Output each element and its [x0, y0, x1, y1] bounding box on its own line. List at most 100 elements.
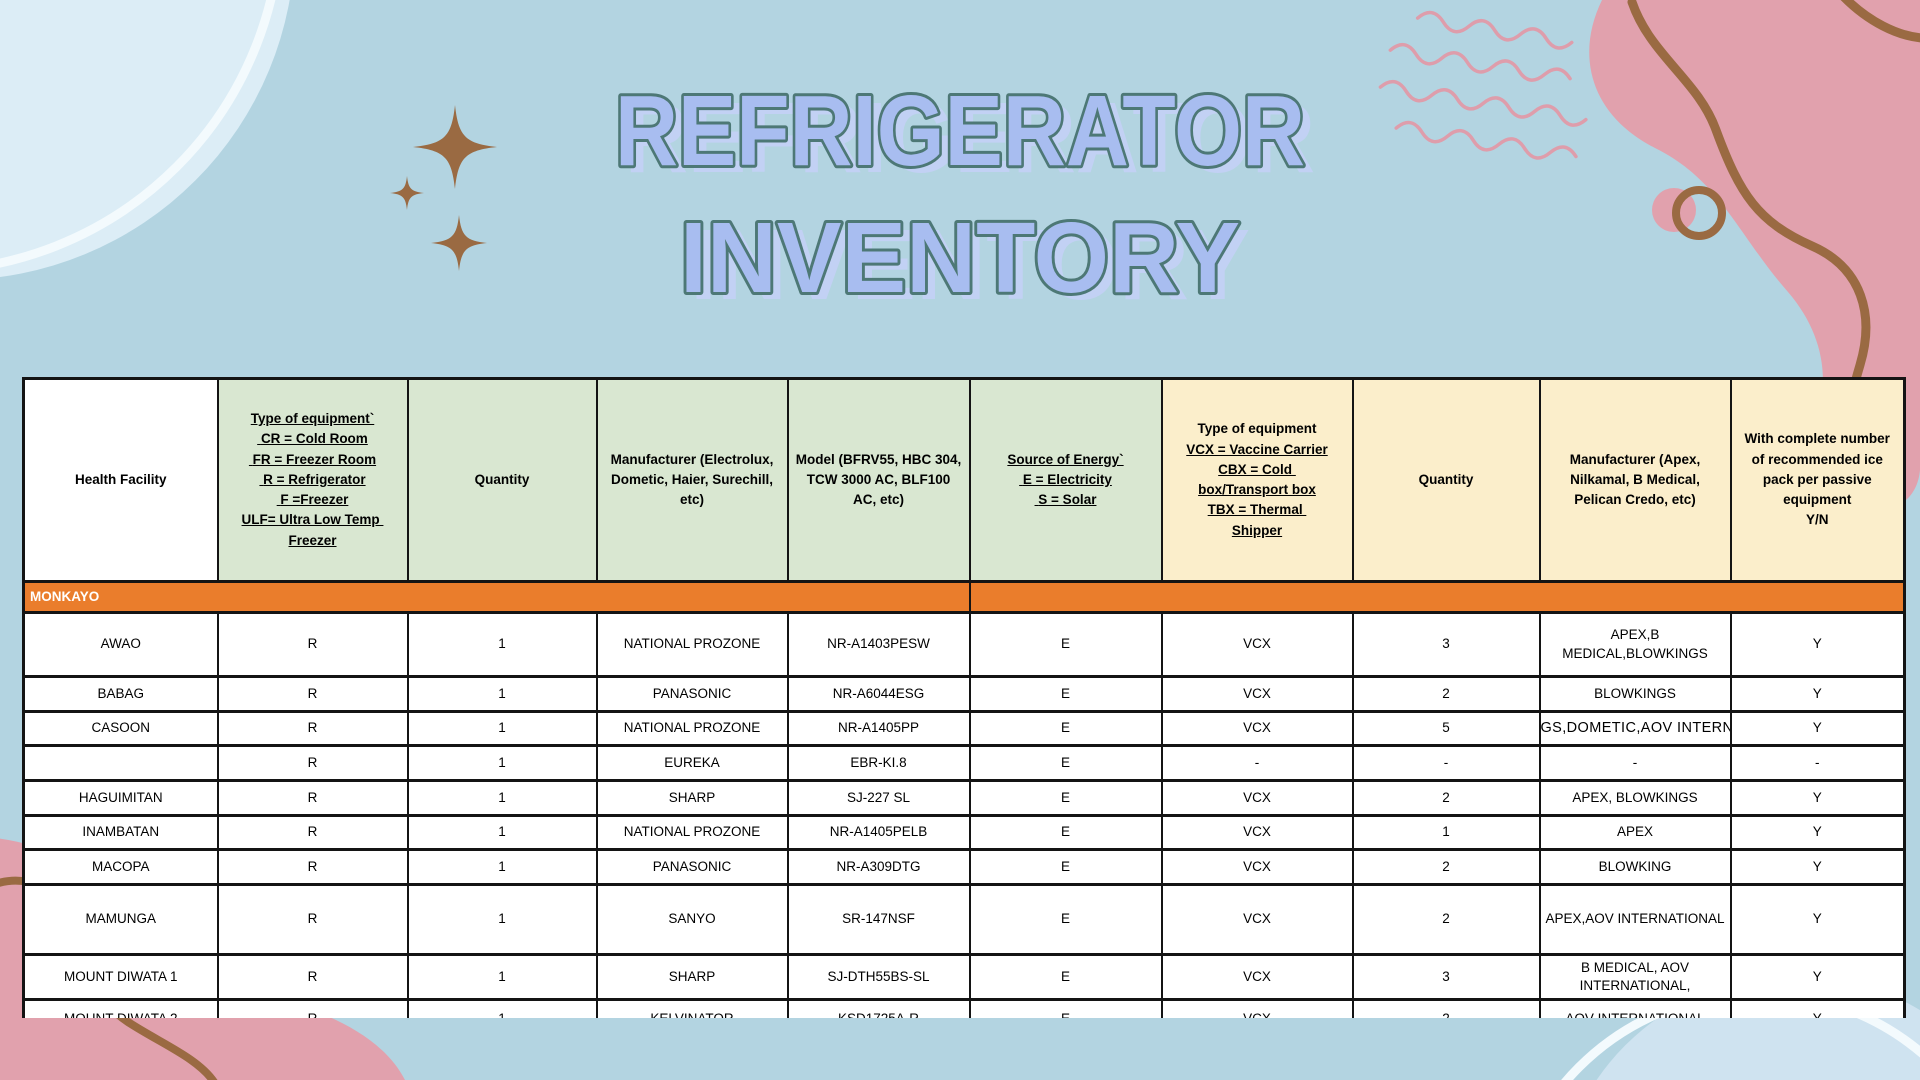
facility-cell[interactable]: MAMUNGA — [22, 883, 219, 956]
data-cell[interactable]: 1 — [406, 611, 598, 678]
data-cell[interactable]: R — [216, 779, 409, 817]
facility-cell[interactable]: MOUNT DIWATA 1 — [22, 953, 219, 1001]
data-cell[interactable]: R — [216, 611, 409, 678]
col-header-2[interactable]: Type of equipment` CR = Cold Room FR = F… — [216, 377, 409, 583]
col-header-10[interactable]: With complete number of recommended ice … — [1729, 377, 1906, 583]
facility-cell[interactable]: MOUNT DIWATA 2 — [22, 998, 219, 1018]
data-cell[interactable]: 1 — [406, 953, 598, 1001]
data-cell[interactable]: VCX — [1160, 779, 1354, 817]
data-cell[interactable]: E — [968, 779, 1163, 817]
data-cell[interactable]: Y — [1729, 848, 1906, 886]
data-cell[interactable]: PANASONIC — [595, 675, 789, 713]
col-header-4[interactable]: Manufacturer (Electrolux, Dometic, Haier… — [595, 377, 789, 583]
data-cell[interactable]: SHARP — [595, 953, 789, 1001]
data-cell[interactable]: NR-A309DTG — [786, 848, 971, 886]
data-cell[interactable]: Y — [1729, 883, 1906, 956]
facility-cell[interactable]: AWAO — [22, 611, 219, 678]
data-cell[interactable]: APEX, BLOWKINGS — [1538, 779, 1732, 817]
data-cell[interactable]: VCX — [1160, 953, 1354, 1001]
data-cell[interactable]: 1 — [406, 883, 598, 956]
col-header-1[interactable]: Health Facility — [22, 377, 219, 583]
data-cell[interactable]: VCX — [1160, 998, 1354, 1018]
data-cell[interactable]: - — [1351, 744, 1541, 782]
data-cell[interactable]: E — [968, 710, 1163, 747]
data-cell[interactable]: E — [968, 675, 1163, 713]
data-cell[interactable]: 1 — [406, 675, 598, 713]
data-cell[interactable]: R — [216, 953, 409, 1001]
data-cell[interactable]: SR-147NSF — [786, 883, 971, 956]
data-cell[interactable]: 2 — [1351, 848, 1541, 886]
data-cell[interactable]: E — [968, 998, 1163, 1018]
data-cell[interactable]: Y — [1729, 611, 1906, 678]
data-cell[interactable]: R — [216, 710, 409, 747]
data-cell[interactable]: NATIONAL PROZONE — [595, 611, 789, 678]
data-cell[interactable]: - — [1729, 744, 1906, 782]
data-cell[interactable]: NATIONAL PROZONE — [595, 710, 789, 747]
data-cell[interactable]: GS,DOMETIC,AOV INTERN — [1538, 710, 1732, 747]
data-cell[interactable]: Y — [1729, 814, 1906, 851]
data-cell[interactable]: APEX — [1538, 814, 1732, 851]
col-header-9[interactable]: Manufacturer (Apex, Nilkamal, B Medical,… — [1538, 377, 1732, 583]
data-cell[interactable]: NR-A6044ESG — [786, 675, 971, 713]
data-cell[interactable]: 1 — [406, 779, 598, 817]
data-cell[interactable]: R — [216, 998, 409, 1018]
data-cell[interactable]: 3 — [1351, 611, 1541, 678]
data-cell[interactable]: Y — [1729, 710, 1906, 747]
facility-cell[interactable]: MACOPA — [22, 848, 219, 886]
col-header-5[interactable]: Model (BFRV55, HBC 304, TCW 3000 AC, BLF… — [786, 377, 971, 583]
data-cell[interactable]: APEX,B MEDICAL,BLOWKINGS — [1538, 611, 1732, 678]
data-cell[interactable]: VCX — [1160, 848, 1354, 886]
data-cell[interactable]: Y — [1729, 779, 1906, 817]
col-header-7[interactable]: Type of equipment VCX = Vaccine Carrier CB… — [1160, 377, 1354, 583]
data-cell[interactable]: VCX — [1160, 814, 1354, 851]
data-cell[interactable]: EBR-KI.8 — [786, 744, 971, 782]
data-cell[interactable]: VCX — [1160, 675, 1354, 713]
data-cell[interactable]: NR-A1405PP — [786, 710, 971, 747]
facility-cell[interactable]: CASOON — [22, 710, 219, 747]
data-cell[interactable]: BLOWKINGS — [1538, 675, 1732, 713]
data-cell[interactable]: KELVINATOR — [595, 998, 789, 1018]
data-cell[interactable]: R — [216, 675, 409, 713]
data-cell[interactable]: 2 — [1351, 675, 1541, 713]
data-cell[interactable]: NR-A1405PELB — [786, 814, 971, 851]
data-cell[interactable]: E — [968, 744, 1163, 782]
facility-cell[interactable]: BABAG — [22, 675, 219, 713]
data-cell[interactable]: E — [968, 814, 1163, 851]
data-cell[interactable]: B MEDICAL, AOV INTERNATIONAL, — [1538, 953, 1732, 1001]
data-cell[interactable]: R — [216, 744, 409, 782]
data-cell[interactable]: R — [216, 883, 409, 956]
data-cell[interactable]: Y — [1729, 953, 1906, 1001]
data-cell[interactable]: BLOWKING — [1538, 848, 1732, 886]
section-row-right[interactable] — [968, 580, 1906, 614]
data-cell[interactable]: EUREKA — [595, 744, 789, 782]
data-cell[interactable]: E — [968, 848, 1163, 886]
data-cell[interactable]: 1 — [406, 814, 598, 851]
col-header-8[interactable]: Quantity — [1351, 377, 1541, 583]
data-cell[interactable]: Y — [1729, 998, 1906, 1018]
facility-cell[interactable]: INAMBATAN — [22, 814, 219, 851]
col-header-6[interactable]: Source of Energy` E = Electricity S = So… — [968, 377, 1163, 583]
data-cell[interactable]: VCX — [1160, 611, 1354, 678]
data-cell[interactable]: E — [968, 953, 1163, 1001]
data-cell[interactable]: E — [968, 611, 1163, 678]
data-cell[interactable]: KSD1725A-R — [786, 998, 971, 1018]
data-cell[interactable]: - — [1160, 744, 1354, 782]
data-cell[interactable]: R — [216, 848, 409, 886]
data-cell[interactable]: E — [968, 883, 1163, 956]
data-cell[interactable]: 5 — [1351, 710, 1541, 747]
data-cell[interactable]: VCX — [1160, 883, 1354, 956]
facility-cell[interactable]: HAGUIMITAN — [22, 779, 219, 817]
data-cell[interactable]: 2 — [1351, 779, 1541, 817]
data-cell[interactable]: 1 — [406, 710, 598, 747]
data-cell[interactable]: VCX — [1160, 710, 1354, 747]
data-cell[interactable]: 2 — [1351, 883, 1541, 956]
data-cell[interactable]: 1 — [406, 848, 598, 886]
data-cell[interactable]: SHARP — [595, 779, 789, 817]
facility-cell[interactable] — [22, 744, 219, 782]
data-cell[interactable]: 1 — [406, 998, 598, 1018]
data-cell[interactable]: NATIONAL PROZONE — [595, 814, 789, 851]
data-cell[interactable]: 1 — [1351, 814, 1541, 851]
data-cell[interactable]: SJ-DTH55BS-SL — [786, 953, 971, 1001]
col-header-3[interactable]: Quantity — [406, 377, 598, 583]
data-cell[interactable]: 2 — [1351, 998, 1541, 1018]
